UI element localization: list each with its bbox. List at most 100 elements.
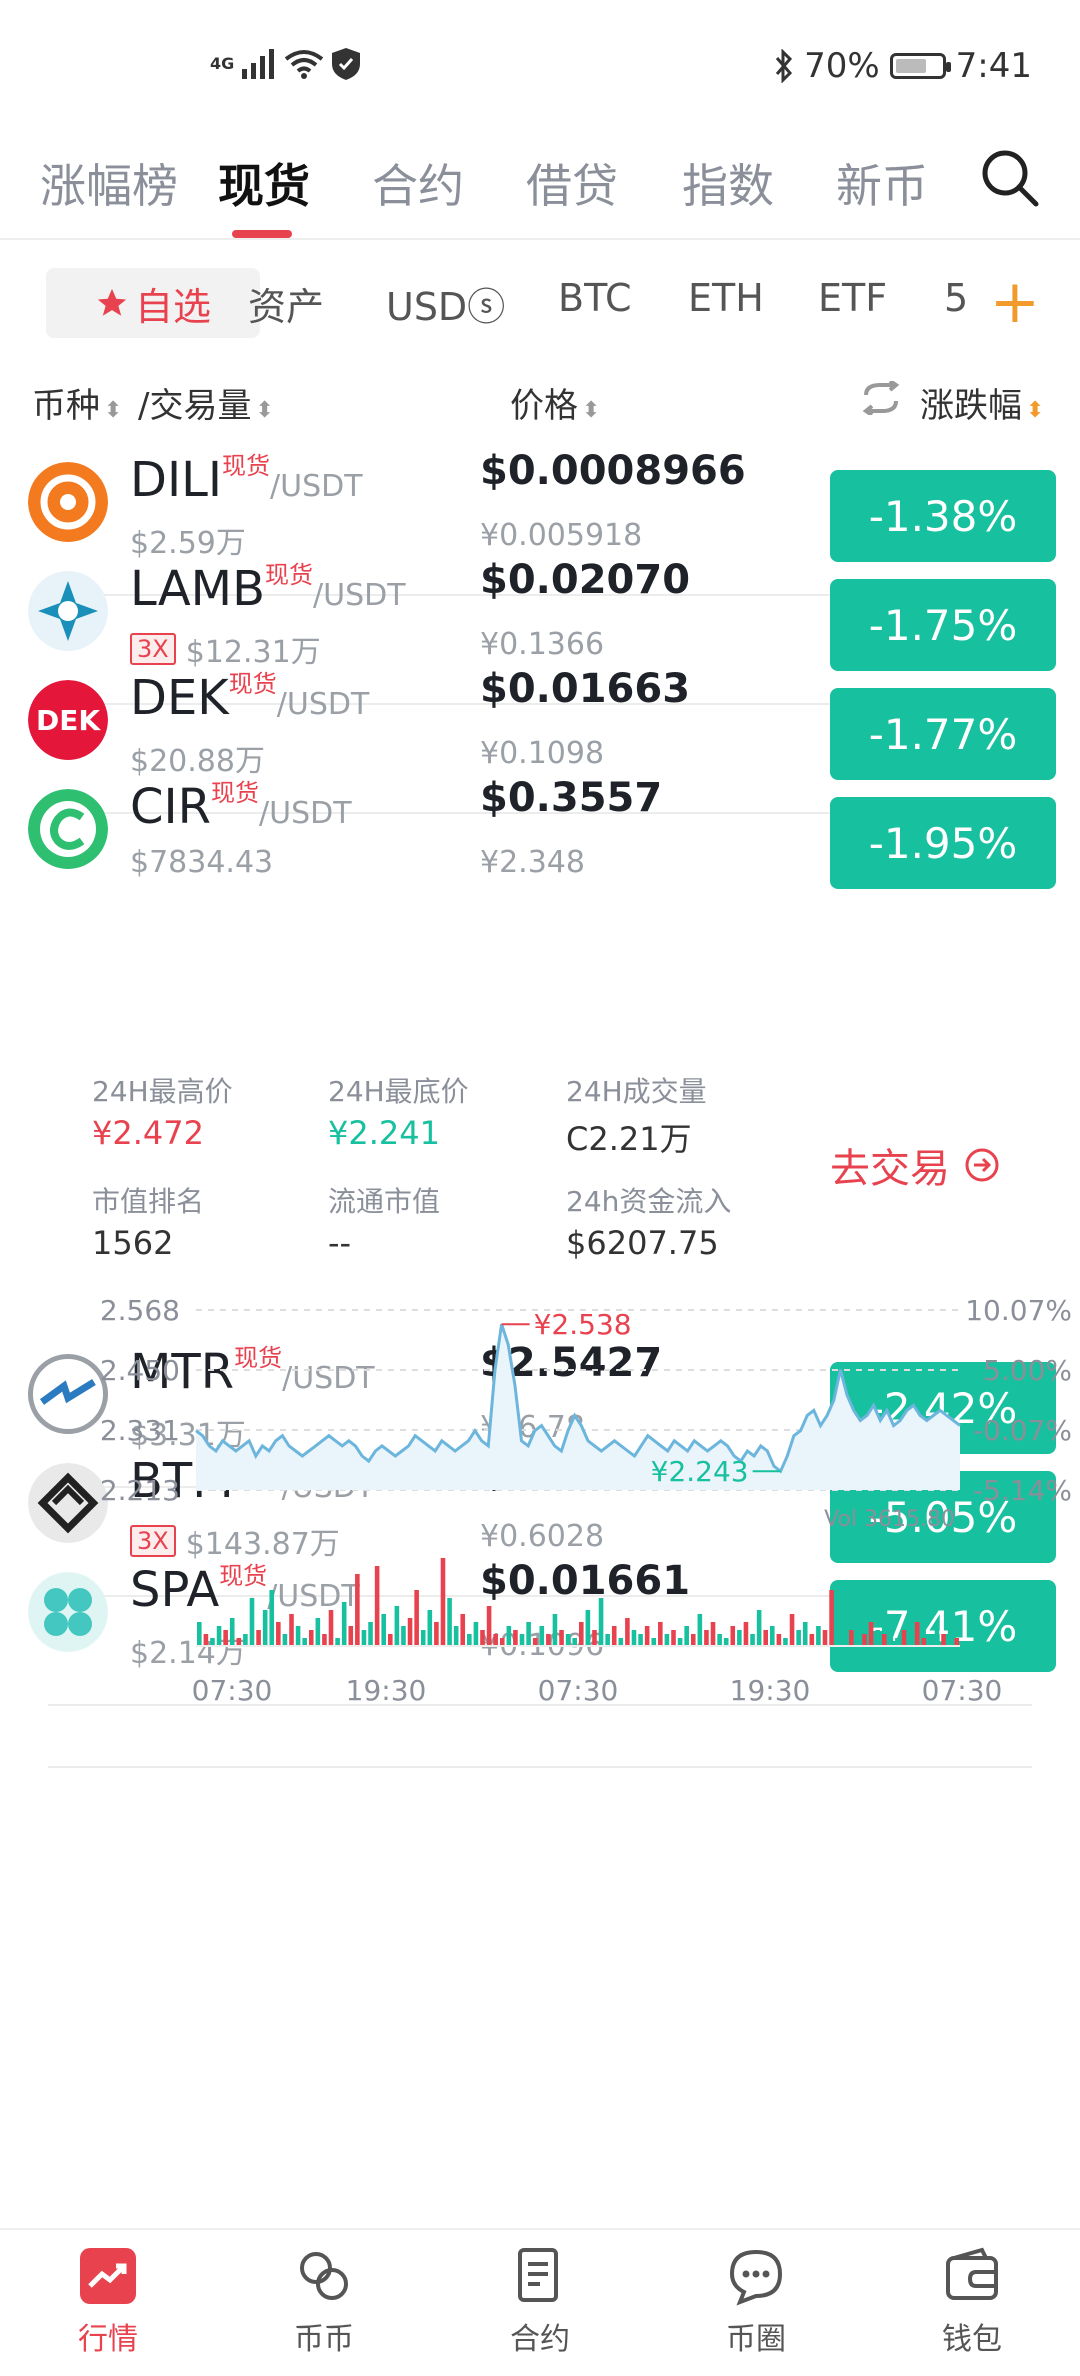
status-bar: 4G 70% 7:41 bbox=[0, 0, 1080, 140]
go-trade-button[interactable]: 去交易 bbox=[830, 1136, 1000, 1194]
volume-bar bbox=[809, 1634, 815, 1646]
coin-column-label: 币种 bbox=[32, 386, 100, 426]
column-header: 币种 ⬍ /交易量 ⬍ 价格 ⬍ 涨跌幅 ⬍ bbox=[0, 372, 1080, 432]
spot-tag: 现货 bbox=[222, 452, 271, 480]
volume-bar bbox=[388, 1634, 393, 1646]
lamb-logo bbox=[28, 571, 108, 651]
tab-usds[interactable]: USDⓢ bbox=[386, 285, 506, 329]
change-percent-button[interactable]: -1.75% bbox=[830, 579, 1056, 671]
circ-value: -- bbox=[328, 1224, 352, 1262]
add-icon[interactable]: + bbox=[989, 267, 1040, 337]
rank-value: 1562 bbox=[92, 1224, 174, 1262]
change-percent-button[interactable]: -1.95% bbox=[830, 797, 1056, 889]
coin-symbol-text: DILI bbox=[130, 452, 223, 508]
change-percent-button[interactable]: -1.38% bbox=[830, 470, 1056, 562]
sort-price[interactable]: 价格 ⬍ bbox=[510, 378, 600, 427]
y-tick-label: 2.213 bbox=[100, 1474, 180, 1507]
tab-new-coins[interactable]: 新币 bbox=[836, 159, 928, 213]
pct-tick-label: -5.14% bbox=[973, 1474, 1072, 1507]
volume-bar bbox=[908, 1634, 913, 1646]
change-percent-button[interactable]: -1.77% bbox=[830, 688, 1056, 780]
volume-bar bbox=[407, 1618, 413, 1646]
clock: 7:41 bbox=[955, 46, 1032, 86]
list-item[interactable]: MTR现货/USDT $3.31万 $2.5427 ¥16.78 -2.42% bbox=[0, 1322, 1080, 1488]
nav-market[interactable]: 行情 bbox=[38, 2246, 178, 2358]
tab-btc[interactable]: BTC bbox=[558, 276, 632, 320]
bottom-nav: 行情 币币 合约 币圈 钱包 bbox=[0, 2228, 1080, 2376]
price-cny: ¥2.348 bbox=[480, 845, 585, 880]
volume-value: $7834.43 bbox=[130, 845, 274, 880]
tab-etf[interactable]: ETF bbox=[818, 276, 888, 320]
nav-contract[interactable]: 合约 bbox=[470, 2246, 610, 2358]
volume-bar bbox=[249, 1598, 255, 1646]
volume-bar bbox=[506, 1626, 512, 1646]
nav-community[interactable]: 币圈 bbox=[686, 2246, 826, 2358]
nav-coin-trade[interactable]: 币币 bbox=[254, 2246, 394, 2358]
tab-eth[interactable]: ETH bbox=[688, 276, 764, 320]
list-item[interactable]: LAMB现货/USDT 3X $12.31万 $0.02070 ¥0.1366 … bbox=[0, 539, 1080, 705]
volume-bar bbox=[658, 1622, 663, 1646]
volume-bar bbox=[651, 1638, 657, 1646]
volume-bar bbox=[954, 1638, 959, 1646]
nav-contract-label: 合约 bbox=[510, 2322, 570, 2357]
volume-bar bbox=[789, 1614, 795, 1646]
x-tick-label: 07:30 bbox=[538, 1674, 619, 1707]
tab-lending[interactable]: 借贷 bbox=[526, 159, 618, 213]
coin-detail-panel: 24H最高价 ¥2.472 24H最底价 ¥2.241 24H成交量 C2.21… bbox=[0, 1050, 1080, 1770]
volume-bar bbox=[289, 1614, 294, 1646]
price-cny: ¥0.005918 bbox=[480, 518, 643, 553]
volume-value: $12.31万 bbox=[185, 635, 321, 670]
sort-change[interactable]: 涨跌幅 ⬍ bbox=[920, 378, 1044, 427]
volume-bar bbox=[697, 1614, 703, 1646]
y-tick-label: 2.568 bbox=[100, 1294, 180, 1327]
volume-bar bbox=[947, 1630, 953, 1646]
volume-bar bbox=[565, 1634, 571, 1646]
volume-bar bbox=[513, 1630, 518, 1646]
price-cny: ¥0.6028 bbox=[480, 1519, 605, 1554]
wallet-icon bbox=[946, 2247, 998, 2300]
volume-bar bbox=[559, 1630, 564, 1646]
tab-index[interactable]: 指数 bbox=[682, 159, 774, 213]
shield-icon bbox=[332, 48, 361, 80]
battery-percent: 70% bbox=[804, 46, 880, 86]
volume-bar bbox=[572, 1638, 577, 1646]
dek-logo: DEK bbox=[28, 680, 108, 760]
market-tabs: 涨幅榜 现货 合约 借贷 指数 新币 bbox=[0, 140, 1080, 240]
tab-gainers[interactable]: 涨幅榜 bbox=[40, 159, 178, 213]
volume-bar bbox=[262, 1610, 268, 1646]
volume-bar bbox=[473, 1622, 479, 1646]
volume-bar bbox=[328, 1610, 334, 1646]
toggle-change-mode[interactable] bbox=[858, 378, 904, 418]
coin-symbol: CIR现货/USDT bbox=[130, 773, 352, 835]
spot-tag: 现货 bbox=[228, 670, 277, 698]
volume-bar bbox=[210, 1638, 215, 1646]
list-item[interactable]: DEK DEK现货/USDT $20.88万 $0.01663 ¥0.1098 … bbox=[0, 648, 1080, 814]
coin-symbol-text: MTR bbox=[130, 1344, 235, 1400]
volume-bar bbox=[348, 1626, 354, 1646]
volume-bar bbox=[453, 1626, 459, 1646]
volume-bar bbox=[717, 1634, 722, 1646]
leverage-badge: 3X bbox=[130, 633, 176, 665]
volume-bar bbox=[519, 1634, 525, 1646]
list-item[interactable]: CIR现货/USDT $7834.43 $0.3557 ¥2.348 -1.95… bbox=[0, 757, 1080, 922]
list-item[interactable]: DILI现货/USDT $2.59万 $0.0008966 ¥0.005918 … bbox=[0, 440, 1080, 596]
tab-more[interactable]: 5 bbox=[944, 276, 969, 320]
battery-icon bbox=[889, 53, 951, 79]
sort-coin[interactable]: 币种 ⬍ bbox=[32, 378, 122, 427]
nav-wallet[interactable]: 钱包 bbox=[902, 2246, 1042, 2358]
tab-contracts[interactable]: 合约 bbox=[372, 159, 464, 213]
volume-bar bbox=[934, 1626, 940, 1646]
volume-bar bbox=[486, 1606, 492, 1646]
volume-bar bbox=[730, 1626, 736, 1646]
search-icon[interactable] bbox=[978, 146, 1042, 210]
sort-volume[interactable]: /交易量 ⬍ bbox=[138, 378, 274, 427]
volume-bar bbox=[835, 1634, 841, 1646]
volume-bar bbox=[638, 1634, 643, 1646]
tab-spot[interactable]: 现货 bbox=[218, 159, 310, 213]
tab-assets[interactable]: 资产 bbox=[248, 285, 325, 329]
tab-favorites[interactable]: 自选 bbox=[46, 268, 260, 338]
spot-tag: 现货 bbox=[265, 561, 314, 589]
change-percent-button[interactable]: -7.41% bbox=[830, 1580, 1056, 1672]
volume-bar bbox=[816, 1626, 821, 1646]
volume-bar bbox=[420, 1630, 426, 1646]
